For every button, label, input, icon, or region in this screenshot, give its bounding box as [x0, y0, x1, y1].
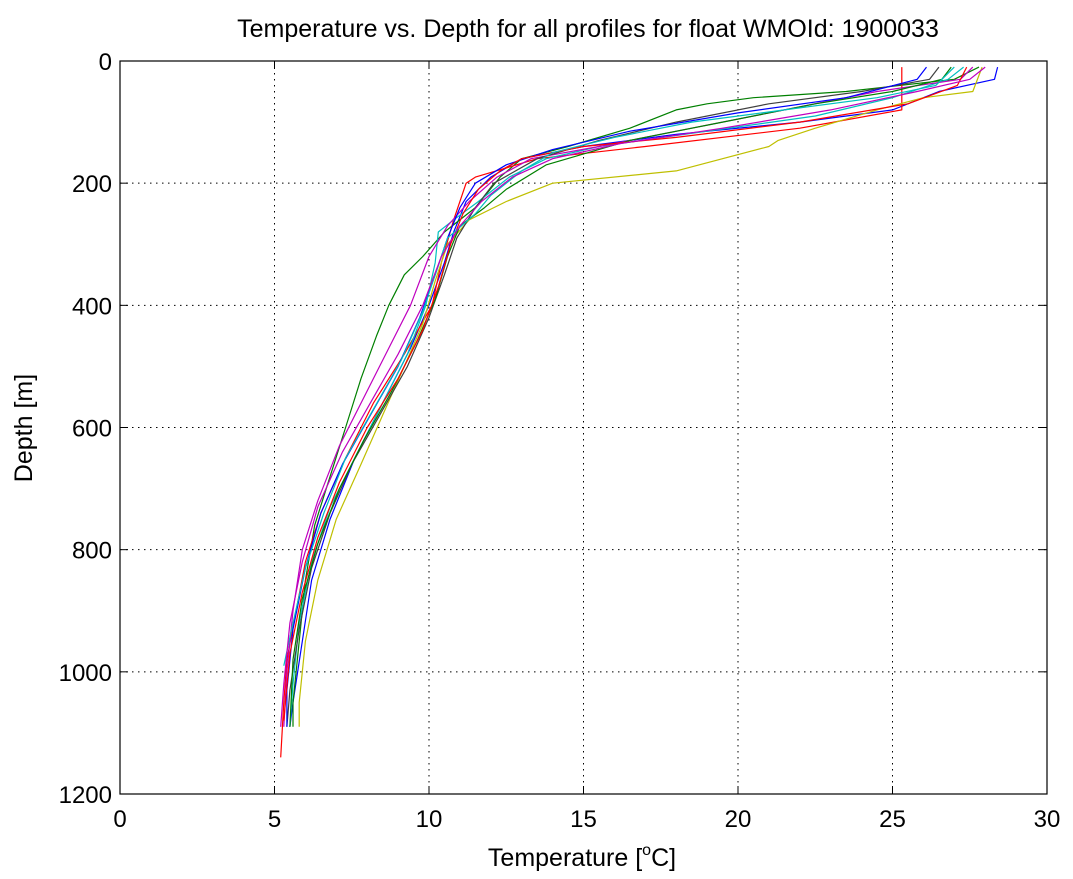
y-tick-label: 800 — [72, 538, 112, 565]
x-tick-label: 0 — [113, 806, 126, 833]
y-tick-label: 200 — [72, 171, 112, 198]
x-tick-label: 10 — [416, 806, 443, 833]
x-tick-label: 15 — [570, 806, 597, 833]
profile-line — [283, 66, 955, 666]
x-axis-label-end: C] — [651, 844, 676, 872]
profile-line — [286, 66, 940, 727]
y-tick-label: 1200 — [59, 782, 112, 809]
x-tick-label: 25 — [879, 806, 906, 833]
profile-line — [289, 66, 952, 727]
x-tick-label: 30 — [1034, 806, 1061, 833]
y-tick-label: 1000 — [59, 660, 112, 687]
y-axis-label: Depth [m] — [10, 374, 38, 482]
x-tick-label: 5 — [268, 806, 281, 833]
y-tick-label: 0 — [99, 49, 112, 76]
y-tick-label: 400 — [72, 293, 112, 320]
profile-line — [298, 66, 983, 727]
profile-line — [292, 66, 980, 727]
x-axis-label: Temperature [oC] — [488, 842, 676, 872]
profile-line — [280, 66, 986, 727]
profile-line — [283, 66, 968, 721]
axis-ticks: 0 5 10 15 20 25 30 0 200 400 600 800 1000 1200 — [59, 49, 1061, 833]
y-tick-label: 600 — [72, 416, 112, 443]
profile-lines — [280, 66, 999, 758]
x-axis-label-superscript: o — [642, 842, 651, 859]
x-tick-label: 20 — [725, 806, 752, 833]
chart-title: Temperature vs. Depth for all profiles f… — [237, 15, 939, 43]
grid-lines — [120, 61, 1047, 794]
x-axis-label-main: Temperature [ — [488, 844, 642, 872]
